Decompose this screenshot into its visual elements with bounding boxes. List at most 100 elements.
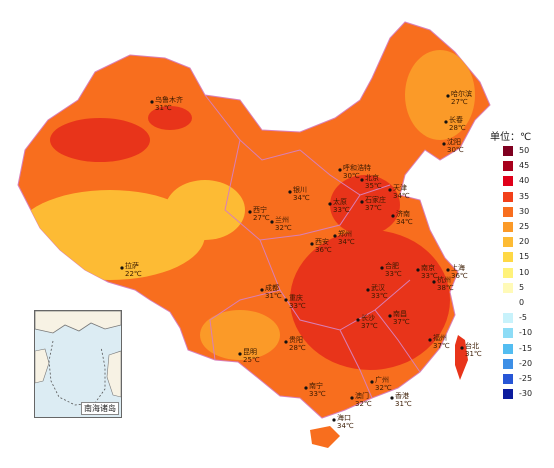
city-name: 南京 bbox=[421, 263, 435, 272]
legend-label: -25 bbox=[519, 374, 532, 384]
city-dot bbox=[444, 120, 447, 123]
city-temp: 28℃ bbox=[289, 344, 306, 352]
inset-dashed-line bbox=[49, 341, 105, 405]
city-dot bbox=[248, 210, 251, 213]
city-dot bbox=[388, 188, 391, 191]
city-dot bbox=[338, 168, 341, 171]
legend-row: 25 bbox=[503, 222, 551, 232]
city-temp: 30℃ bbox=[447, 146, 464, 154]
city-dot bbox=[332, 418, 335, 421]
hainan bbox=[310, 426, 340, 448]
hainan-island bbox=[310, 426, 340, 448]
legend-label: 50 bbox=[519, 146, 529, 156]
legend-label: -30 bbox=[519, 389, 532, 399]
legend-row: 50 bbox=[503, 146, 551, 156]
legend-swatch bbox=[503, 146, 513, 156]
city-temp: 31℃ bbox=[465, 350, 482, 358]
legend-label: -20 bbox=[519, 359, 532, 369]
city-temp: 27℃ bbox=[253, 214, 270, 222]
city-name: 拉萨 bbox=[125, 261, 139, 270]
legend-swatch bbox=[503, 359, 513, 369]
legend-swatch bbox=[503, 268, 513, 278]
legend-row: -5 bbox=[503, 313, 551, 323]
legend-swatch bbox=[503, 192, 513, 202]
city-dot bbox=[460, 346, 463, 349]
inset-label: 南海诸岛 bbox=[81, 402, 119, 415]
legend-row: 10 bbox=[503, 268, 551, 278]
city-temp: 35℃ bbox=[365, 182, 382, 190]
city-dot bbox=[238, 352, 241, 355]
city-dot bbox=[120, 266, 123, 269]
city-dot bbox=[356, 318, 359, 321]
city-name: 北京 bbox=[365, 173, 379, 182]
city-name: 西宁 bbox=[253, 205, 267, 214]
city-dot bbox=[360, 178, 363, 181]
city-temp: 32℃ bbox=[355, 400, 372, 408]
city-temp: 34℃ bbox=[337, 422, 354, 430]
city-dot bbox=[328, 202, 331, 205]
city-dot bbox=[428, 338, 431, 341]
city-dot bbox=[388, 314, 391, 317]
legend-row: 30 bbox=[503, 207, 551, 217]
city-temp: 33℃ bbox=[289, 302, 306, 310]
city-temp: 22℃ bbox=[125, 270, 142, 278]
inset-land bbox=[35, 311, 121, 333]
legend-row: -10 bbox=[503, 328, 551, 338]
legend-row: 0 bbox=[503, 298, 551, 308]
city-temp: 34℃ bbox=[393, 192, 410, 200]
city-name: 台北 bbox=[465, 341, 479, 350]
inset-island-left bbox=[35, 349, 49, 383]
city-name: 哈尔滨 bbox=[451, 89, 472, 98]
city-dot bbox=[370, 380, 373, 383]
city-temp: 38℃ bbox=[437, 284, 454, 292]
legend-row: -25 bbox=[503, 374, 551, 384]
city-dot bbox=[446, 94, 449, 97]
city-name: 重庆 bbox=[289, 293, 303, 302]
city-dot bbox=[416, 268, 419, 271]
zone-qinghai-cool bbox=[165, 180, 245, 240]
legend-label: 5 bbox=[519, 283, 524, 293]
city-dot bbox=[442, 142, 445, 145]
city-name: 昆明 bbox=[243, 348, 257, 356]
legend-label: 20 bbox=[519, 237, 529, 247]
legend-swatch bbox=[503, 161, 513, 171]
city-name: 兰州 bbox=[275, 215, 289, 224]
city-name: 太原 bbox=[333, 197, 347, 206]
city-dot bbox=[390, 396, 393, 399]
legend-row: 5 bbox=[503, 283, 551, 293]
city-temp: 30℃ bbox=[343, 172, 360, 180]
city-name: 贵阳 bbox=[289, 335, 303, 344]
legend-label: 10 bbox=[519, 268, 529, 278]
city-name: 合肥 bbox=[385, 261, 399, 270]
city-dot bbox=[150, 100, 153, 103]
legend-swatch bbox=[503, 252, 513, 262]
city-dot bbox=[350, 396, 353, 399]
legend-swatch bbox=[503, 237, 513, 247]
zone-xinjiang-hot bbox=[50, 118, 150, 162]
city-name: 西安 bbox=[315, 237, 329, 246]
city-name: 香港 bbox=[395, 391, 409, 400]
city-temp: 36℃ bbox=[451, 272, 468, 280]
city-name: 沈阳 bbox=[447, 137, 461, 146]
legend-swatch bbox=[503, 374, 513, 384]
city-temp: 34℃ bbox=[293, 194, 310, 202]
city-name: 长春 bbox=[449, 115, 463, 124]
city-temp: 27℃ bbox=[451, 98, 468, 106]
legend-label: 35 bbox=[519, 192, 529, 202]
legend-label: -5 bbox=[519, 313, 527, 323]
city-dot bbox=[284, 340, 287, 343]
city-dot bbox=[304, 386, 307, 389]
legend-swatch bbox=[503, 222, 513, 232]
legend-swatch bbox=[503, 389, 513, 399]
city-dot bbox=[391, 214, 394, 217]
city-name: 乌鲁木齐 bbox=[155, 95, 183, 104]
city-temp: 31℃ bbox=[155, 104, 172, 112]
legend-swatch bbox=[503, 328, 513, 338]
legend-row: 45 bbox=[503, 161, 551, 171]
legend-title: 单位：℃ bbox=[490, 128, 554, 143]
city-temp: 34℃ bbox=[396, 218, 413, 226]
city-temp: 33℃ bbox=[385, 270, 402, 278]
city-name: 石家庄 bbox=[365, 195, 386, 204]
